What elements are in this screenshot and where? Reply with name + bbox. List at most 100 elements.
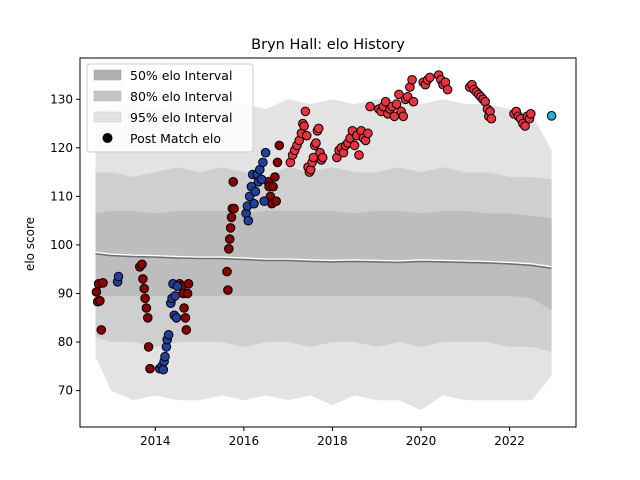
data-point bbox=[271, 196, 282, 206]
data-point bbox=[225, 223, 236, 233]
legend: 50% elo Interval 80% elo Interval 95% el… bbox=[86, 63, 254, 153]
data-point bbox=[96, 325, 107, 335]
plot-frame bbox=[79, 57, 577, 428]
data-point bbox=[268, 181, 278, 192]
x-axis-ticks: 2014 2016 2018 2020 2022 bbox=[140, 427, 525, 448]
data-point bbox=[526, 109, 536, 119]
data-point bbox=[317, 152, 328, 163]
data-point bbox=[260, 147, 271, 158]
legend-label-50: 50% elo Interval bbox=[130, 68, 232, 83]
data-point bbox=[113, 271, 124, 282]
data-point bbox=[546, 111, 557, 121]
data-point bbox=[180, 313, 191, 323]
data-point bbox=[160, 351, 170, 362]
x-tick-label: 2018 bbox=[317, 434, 348, 448]
legend-marker-post-match bbox=[102, 133, 113, 143]
data-point bbox=[181, 325, 192, 335]
data-point bbox=[224, 244, 234, 254]
legend-label-80: 80% elo Interval bbox=[130, 89, 232, 104]
y-tick-label: 130 bbox=[50, 92, 73, 106]
interval-bands bbox=[95, 99, 552, 411]
x-tick-label: 2014 bbox=[140, 434, 171, 448]
data-point bbox=[408, 96, 419, 107]
data-point bbox=[158, 364, 169, 375]
data-point bbox=[143, 342, 154, 352]
data-point bbox=[172, 281, 183, 292]
data-point bbox=[163, 330, 174, 340]
x-tick-label: 2020 bbox=[406, 434, 437, 448]
legend-swatch-95 bbox=[93, 111, 122, 123]
data-point bbox=[274, 140, 285, 151]
data-point bbox=[91, 287, 102, 297]
data-point bbox=[442, 84, 453, 95]
data-point bbox=[425, 72, 435, 83]
data-point bbox=[140, 293, 150, 304]
data-point bbox=[249, 198, 259, 209]
data-point bbox=[394, 89, 404, 100]
data-point bbox=[182, 288, 193, 299]
x-tick-label: 2022 bbox=[494, 434, 525, 448]
data-point bbox=[398, 111, 409, 122]
data-point bbox=[258, 157, 268, 168]
data-point bbox=[363, 128, 373, 139]
legend-swatch-50 bbox=[93, 69, 122, 81]
y-tick-label: 100 bbox=[50, 238, 73, 252]
data-point bbox=[141, 303, 152, 313]
legend-label-95: 95% elo Interval bbox=[130, 110, 232, 125]
data-point bbox=[301, 130, 312, 141]
data-point bbox=[95, 296, 105, 306]
data-point bbox=[299, 121, 309, 131]
data-point bbox=[272, 157, 283, 168]
data-point bbox=[226, 212, 237, 223]
data-point bbox=[243, 215, 254, 226]
data-point bbox=[229, 203, 239, 214]
y-tick-label: 90 bbox=[58, 286, 73, 300]
data-point bbox=[349, 140, 360, 151]
data-point bbox=[380, 96, 391, 107]
legend-label-post-match: Post Match elo bbox=[130, 131, 221, 146]
data-point bbox=[391, 99, 402, 109]
data-point bbox=[139, 283, 149, 294]
data-point bbox=[250, 186, 261, 197]
data-point bbox=[145, 363, 155, 374]
data-point bbox=[354, 150, 364, 160]
median-line bbox=[95, 251, 552, 269]
y-tick-label: 120 bbox=[50, 141, 73, 155]
y-tick-label: 70 bbox=[58, 384, 73, 398]
y-axis-label: elo score bbox=[23, 217, 37, 271]
post-match-points bbox=[91, 70, 557, 375]
data-point bbox=[183, 279, 194, 289]
data-point bbox=[137, 259, 147, 270]
data-point bbox=[520, 121, 530, 131]
data-point bbox=[171, 313, 182, 323]
data-point bbox=[259, 196, 270, 206]
data-point bbox=[300, 106, 311, 117]
chart-title: Bryn Hall: elo History bbox=[251, 37, 405, 53]
median-line-dark bbox=[95, 252, 552, 269]
data-point bbox=[313, 123, 324, 134]
data-point bbox=[228, 177, 238, 187]
median-line-light bbox=[95, 251, 552, 268]
data-point bbox=[486, 113, 497, 124]
data-point bbox=[138, 274, 148, 284]
x-tick-label: 2016 bbox=[229, 434, 260, 448]
data-point bbox=[170, 291, 180, 301]
y-axis-ticks: 70 80 90 100 110 120 130 bbox=[50, 92, 80, 398]
data-point bbox=[143, 313, 153, 323]
legend-swatch-80 bbox=[93, 90, 122, 102]
data-point bbox=[407, 75, 417, 85]
data-point bbox=[224, 234, 235, 244]
legend-box bbox=[86, 63, 254, 153]
y-tick-label: 110 bbox=[50, 189, 73, 203]
data-point bbox=[98, 278, 108, 288]
data-point bbox=[270, 172, 280, 182]
data-point bbox=[256, 174, 267, 185]
data-point bbox=[365, 101, 375, 112]
data-point bbox=[222, 266, 232, 277]
data-point bbox=[223, 285, 233, 295]
data-point bbox=[179, 303, 189, 313]
data-point bbox=[311, 138, 321, 148]
y-tick-label: 80 bbox=[58, 335, 73, 349]
